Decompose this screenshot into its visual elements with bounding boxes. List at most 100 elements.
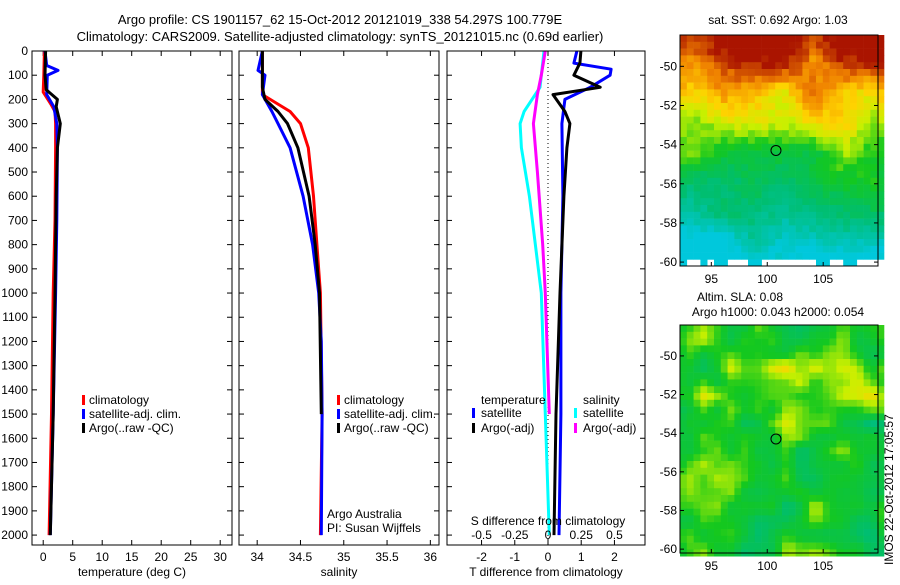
heatmap-cell xyxy=(714,130,722,138)
heatmap-cell xyxy=(727,137,735,145)
heatmap-cell xyxy=(816,252,824,260)
heatmap-cell xyxy=(700,171,708,179)
heatmap-cell xyxy=(754,75,762,83)
heatmap-cell xyxy=(714,325,722,333)
heatmap-cell xyxy=(775,413,783,421)
heatmap-cell xyxy=(822,41,830,49)
heatmap-cell xyxy=(863,508,871,516)
heatmap-cell xyxy=(686,420,694,428)
heatmap-cell xyxy=(714,239,722,247)
heatmap-cell xyxy=(693,447,701,455)
heatmap-cell xyxy=(809,184,817,192)
heatmap-cell xyxy=(802,420,810,428)
heatmap-cell xyxy=(863,150,871,158)
heatmap-cell xyxy=(714,515,722,523)
heatmap-cell xyxy=(714,150,722,158)
heatmap-cell xyxy=(795,103,803,111)
heatmap-cell xyxy=(829,218,837,226)
heatmap-cell xyxy=(836,447,844,455)
heatmap-cell xyxy=(680,481,688,489)
heatmap-cell xyxy=(877,542,885,550)
heatmap-cell xyxy=(693,137,701,145)
heatmap-cell xyxy=(788,427,796,435)
heatmap-cell xyxy=(788,48,796,56)
heatmap-cell xyxy=(754,379,762,387)
heatmap-cell xyxy=(768,218,776,226)
heatmap-cell xyxy=(686,252,694,260)
heatmap-cell xyxy=(686,399,694,407)
heatmap-cell xyxy=(816,259,824,267)
heatmap-cell xyxy=(693,55,701,63)
heatmap-cell xyxy=(714,123,722,131)
heatmap-cell xyxy=(856,495,864,503)
heatmap-cell xyxy=(707,508,715,516)
heatmap-cell xyxy=(843,157,851,165)
heatmap-cell xyxy=(693,164,701,172)
heatmap-cell xyxy=(693,542,701,550)
heatmap-cell xyxy=(775,96,783,104)
heatmap-cell xyxy=(870,177,878,185)
heatmap-cell xyxy=(680,191,688,199)
heatmap-cell xyxy=(877,461,885,469)
heatmap-cell xyxy=(680,69,688,77)
heatmap-cell xyxy=(700,338,708,346)
heatmap-cell xyxy=(822,372,830,380)
heatmap-cell xyxy=(734,184,742,192)
heatmap-cell xyxy=(816,522,824,530)
heatmap-cell xyxy=(707,440,715,448)
heatmap-cell xyxy=(816,413,824,421)
heatmap-cell xyxy=(802,41,810,49)
heatmap-cell xyxy=(782,184,790,192)
heatmap-cell xyxy=(680,150,688,158)
heatmap-cell xyxy=(693,211,701,219)
heatmap-cell xyxy=(693,325,701,333)
heatmap-cell xyxy=(822,171,830,179)
heatmap-cell xyxy=(850,406,858,414)
heatmap-cell xyxy=(720,535,728,543)
heatmap-cell xyxy=(707,82,715,90)
heatmap-cell xyxy=(734,35,742,43)
heatmap-cell xyxy=(754,447,762,455)
heatmap-cell xyxy=(761,399,769,407)
heatmap-cell xyxy=(707,218,715,226)
heatmap-cell xyxy=(877,325,885,333)
heatmap-cell xyxy=(856,481,864,489)
heatmap-cell xyxy=(856,515,864,523)
heatmap-cell xyxy=(693,515,701,523)
heatmap-cell xyxy=(809,522,817,530)
heatmap-cell xyxy=(822,48,830,56)
heatmap-cell xyxy=(795,515,803,523)
heatmap-cell xyxy=(714,116,722,124)
heatmap-cell xyxy=(863,345,871,353)
heatmap-cell xyxy=(741,515,749,523)
heatmap-cell xyxy=(809,96,817,104)
heatmap-cell xyxy=(822,325,830,333)
heatmap-cell xyxy=(829,359,837,367)
heatmap-cell xyxy=(775,447,783,455)
heatmap-cell xyxy=(693,82,701,90)
heatmap-cell xyxy=(809,103,817,111)
heatmap-cell xyxy=(863,359,871,367)
heatmap-cell xyxy=(782,345,790,353)
heatmap-cell xyxy=(850,41,858,49)
heatmap-cell xyxy=(795,372,803,380)
heatmap-cell xyxy=(782,150,790,158)
heatmap-cell xyxy=(856,82,864,90)
heatmap-cell xyxy=(727,345,735,353)
heatmap-cell xyxy=(802,488,810,496)
heatmap-cell xyxy=(686,338,694,346)
heatmap-cell xyxy=(761,177,769,185)
heatmap-cell xyxy=(693,406,701,414)
heatmap-cell xyxy=(843,205,851,213)
heatmap-cell xyxy=(836,55,844,63)
heatmap-cell xyxy=(836,164,844,172)
heatmap-cell xyxy=(782,515,790,523)
heatmap-cell xyxy=(829,205,837,213)
heatmap-cell xyxy=(809,406,817,414)
heatmap-cell xyxy=(754,157,762,165)
heatmap-cell xyxy=(795,69,803,77)
sst_map-panel: 95 100 105-50-52-54-56-58-60 xyxy=(660,34,885,286)
heatmap-cell xyxy=(680,55,688,63)
heatmap-cell xyxy=(850,164,858,172)
heatmap-cell xyxy=(843,386,851,394)
